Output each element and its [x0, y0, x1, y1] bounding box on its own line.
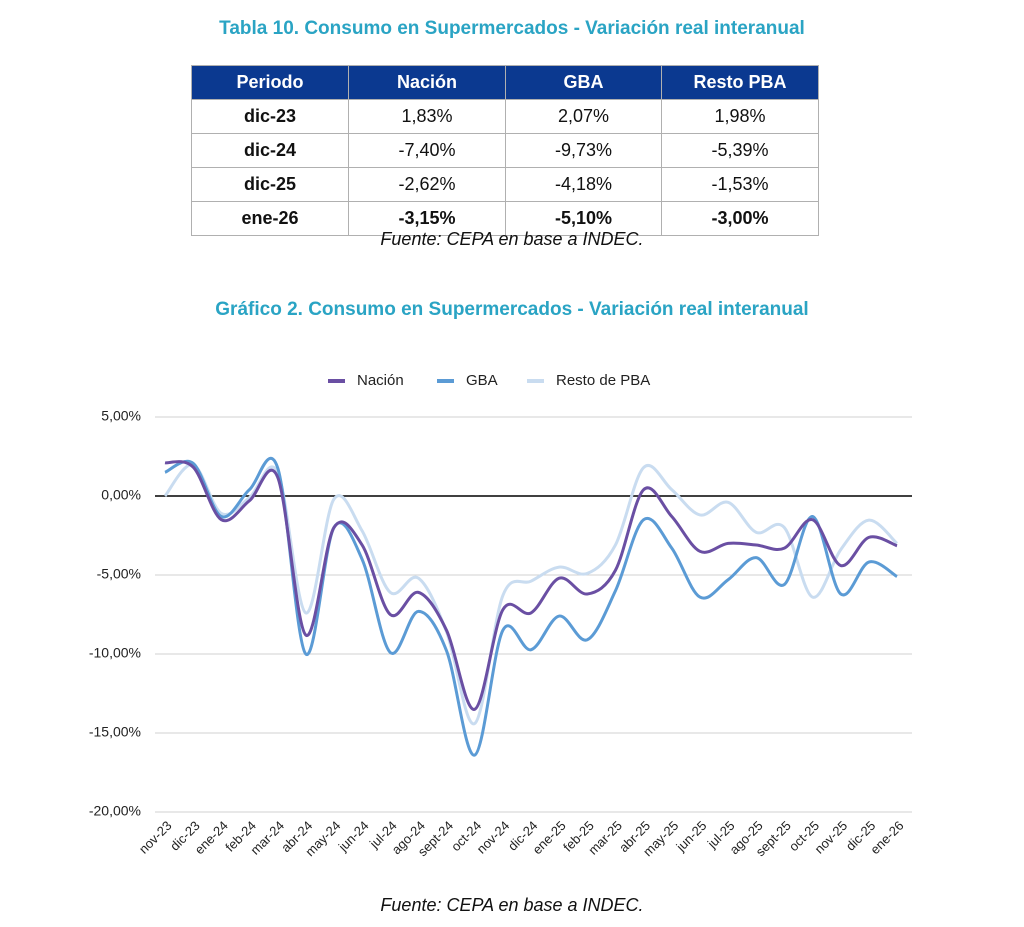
table-cell: 1,83%	[348, 99, 506, 134]
data-table: Periodo Nación GBA Resto PBA dic-23 1,83% 2,07…	[191, 65, 819, 236]
x-tick-label: jun-24	[335, 818, 372, 855]
table-cell: dic-24	[191, 133, 349, 168]
table-cell: -2,62%	[348, 167, 506, 202]
x-tick-label: nov-25	[812, 818, 851, 857]
table-cell: -3,00%	[661, 201, 819, 236]
header-cell: Nación	[348, 65, 506, 100]
chart-source: Fuente: CEPA en base a INDEC.	[380, 895, 644, 915]
series-line	[164, 460, 898, 711]
y-tick-label: 0,00%	[101, 487, 141, 503]
header-cell: GBA	[505, 65, 662, 100]
chart-title: Gráfico 2. Consumo en Supermercados - Va…	[215, 299, 809, 320]
table-cell: -5,39%	[661, 133, 819, 168]
table-cell: dic-23	[191, 99, 349, 134]
y-tick-label: -20,00%	[89, 803, 141, 819]
table-cell: ene-26	[191, 201, 349, 236]
table-row: ene-26 -3,15% -5,10% -3,00%	[191, 201, 819, 236]
table-cell: -7,40%	[348, 133, 506, 168]
table-source: Fuente: CEPA en base a INDEC.	[380, 229, 644, 249]
legend-label: Nación	[357, 372, 404, 389]
series-line	[163, 463, 899, 726]
x-tick-label: jun-25	[673, 818, 710, 855]
table-title: Tabla 10. Consumo en Supermercados - Var…	[219, 18, 805, 39]
header-row: Periodo Nación GBA Resto PBA	[191, 65, 819, 100]
table-cell: -5,10%	[505, 201, 662, 236]
y-tick-label: -5,00%	[97, 566, 141, 582]
y-tick-label: -15,00%	[89, 724, 141, 740]
header-cell: Resto PBA	[661, 65, 819, 100]
y-tick-label: 5,00%	[101, 408, 141, 424]
x-tick-label: nov-23	[136, 818, 175, 857]
legend-label: GBA	[466, 372, 498, 389]
table-cell: 1,98%	[661, 99, 819, 134]
series-line	[164, 457, 898, 757]
table-cell: -4,18%	[505, 167, 662, 202]
legend-label: Resto de PBA	[556, 372, 650, 389]
table-cell: -3,15%	[348, 201, 506, 236]
y-tick-label: -10,00%	[89, 645, 141, 661]
table-row: dic-25 -2,62% -4,18% -1,53%	[191, 167, 819, 202]
x-tick-label: nov-24	[474, 818, 513, 857]
